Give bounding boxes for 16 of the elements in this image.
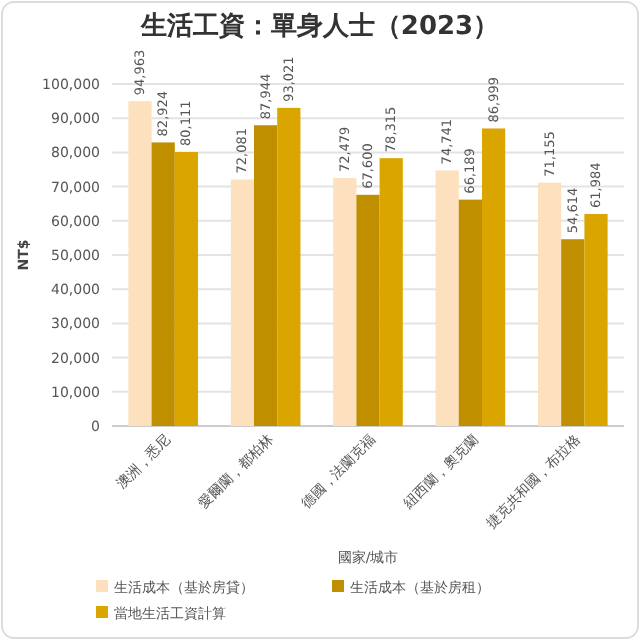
bar <box>458 199 482 426</box>
bar <box>333 178 357 426</box>
bar <box>482 128 506 426</box>
bar <box>174 152 199 426</box>
bar <box>151 142 175 426</box>
bar <box>253 125 278 426</box>
bar <box>356 194 380 426</box>
bar <box>584 214 608 426</box>
bar <box>537 182 562 426</box>
bar <box>230 179 254 426</box>
bar <box>379 158 403 426</box>
chart-title: 生活工資：單身人士（2023） <box>138 12 500 42</box>
bar <box>277 107 301 426</box>
bar <box>561 239 585 426</box>
bar <box>128 101 152 426</box>
bar <box>435 170 459 426</box>
